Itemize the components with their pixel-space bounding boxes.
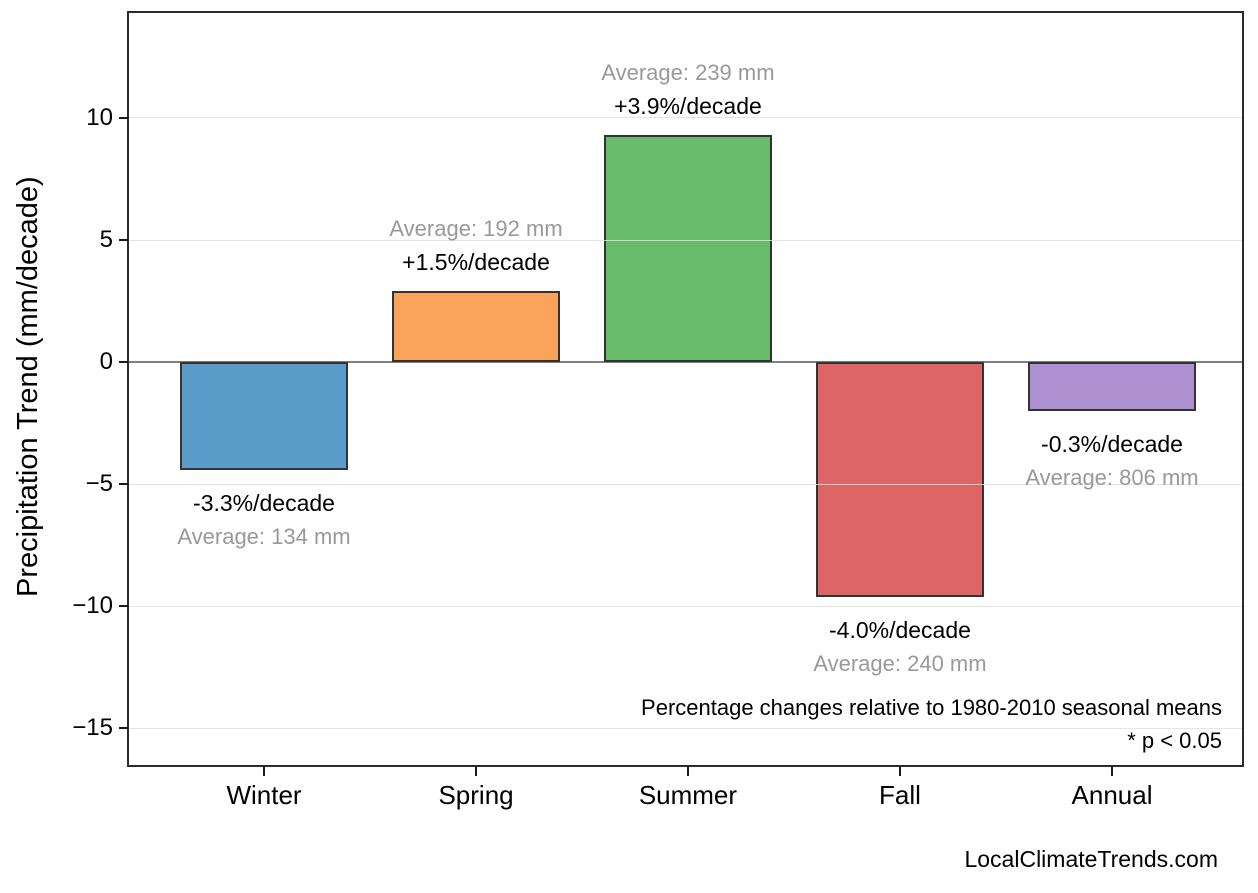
x-axis-tick-label: Winter	[226, 780, 302, 810]
y-axis-tick	[119, 361, 128, 364]
bar-labels-fall: -4.0%/decade Average: 240 mm	[790, 613, 1010, 680]
y-axis-tick	[119, 239, 128, 242]
y-axis-tick-label: 10	[86, 103, 113, 131]
bar-summer	[603, 135, 772, 363]
bar-average-label: Average: 239 mm	[601, 60, 775, 86]
bar-percent-label: -3.3%/decade	[193, 489, 335, 516]
bar-average-label: Average: 134 mm	[177, 523, 351, 549]
x-axis-tick-label: Spring	[438, 780, 514, 810]
bar-percent-label: -0.3%/decade	[1041, 430, 1183, 457]
bar-fall	[815, 362, 984, 597]
y-axis-tick-label: 0	[99, 348, 113, 376]
bar-winter	[180, 362, 348, 470]
y-axis-tick	[119, 483, 128, 486]
plot-area: Percentage changes relative to 1980-2010…	[127, 11, 1244, 767]
watermark: LocalClimateTrends.com	[964, 846, 1218, 872]
y-axis-tick	[119, 116, 128, 119]
bar-percent-label: +1.5%/decade	[402, 249, 550, 276]
y-axis-tick-label: −10	[72, 592, 113, 620]
footnote-line-2: * p < 0.05	[1127, 728, 1222, 753]
bar-percent-label: -4.0%/decade	[829, 616, 971, 643]
x-axis-tick-label: Summer	[638, 780, 738, 810]
y-axis-tick-label: 5	[99, 226, 113, 254]
y-axis-tick-label: −15	[72, 714, 113, 742]
bar-labels-winter: -3.3%/decade Average: 134 mm	[154, 486, 374, 553]
zero-line	[129, 361, 1242, 364]
bar-percent-label: +3.9%/decade	[614, 93, 762, 120]
x-axis-tick-label: Annual	[1071, 780, 1153, 810]
x-axis-tick-label: Fall	[879, 780, 921, 810]
footnote-line-1: Percentage changes relative to 1980-2010…	[641, 695, 1222, 720]
x-axis-tick	[1111, 767, 1113, 776]
x-axis-tick	[475, 767, 478, 776]
bar-labels-summer: Average: 239 mm +3.9%/decade	[578, 56, 798, 123]
y-axis-tick	[119, 605, 128, 608]
bar-average-label: Average: 240 mm	[813, 650, 987, 676]
x-axis-tick	[686, 767, 689, 776]
bar-average-label: Average: 806 mm	[1025, 464, 1199, 490]
x-axis-tick	[263, 767, 265, 776]
bar-average-label: Average: 192 mm	[389, 216, 563, 242]
bar-annual	[1028, 362, 1196, 411]
x-axis-tick	[898, 767, 901, 776]
footnote: Percentage changes relative to 1980-2010…	[641, 691, 1222, 757]
gridline	[129, 605, 1242, 607]
bar-labels-spring: Average: 192 mm +1.5%/decade	[366, 212, 586, 279]
bar-spring	[392, 291, 561, 363]
y-axis-tick-label: −5	[85, 470, 113, 498]
y-axis-tick	[119, 727, 128, 730]
bar-labels-annual: -0.3%/decade Average: 806 mm	[1002, 427, 1222, 494]
